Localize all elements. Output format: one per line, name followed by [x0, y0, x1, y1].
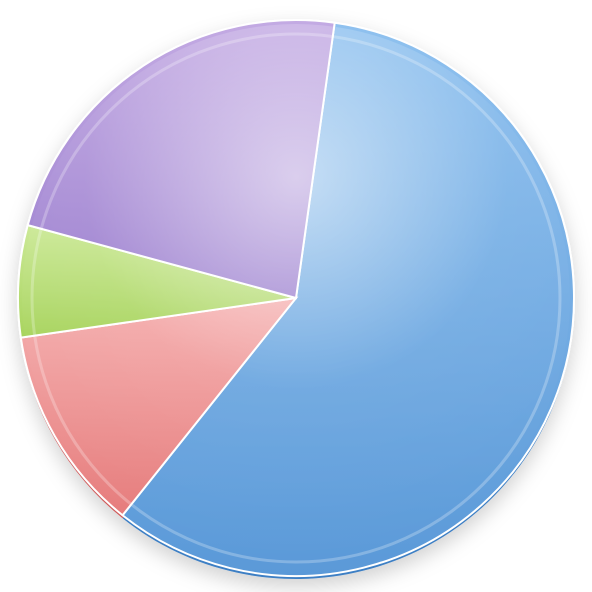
- pie-chart: [0, 0, 592, 592]
